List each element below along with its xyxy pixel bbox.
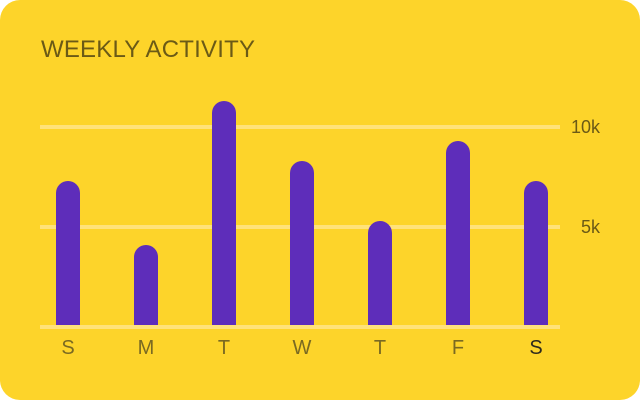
- x-tick-label: T: [374, 337, 386, 359]
- x-tick-label: W: [293, 337, 312, 359]
- x-tick-label: S: [61, 337, 74, 359]
- y-tick-label: 5k: [581, 217, 601, 237]
- bar-2: [212, 101, 236, 339]
- bar-4: [368, 221, 392, 339]
- x-tick-label: M: [138, 337, 155, 359]
- bar-1: [134, 245, 158, 339]
- baseline-mask: [40, 329, 560, 343]
- x-tick-label: F: [452, 337, 464, 359]
- x-tick-label: T: [218, 337, 230, 359]
- bar-5: [446, 141, 470, 339]
- bar-0: [56, 181, 80, 339]
- bar-3: [290, 161, 314, 339]
- bar-6: [524, 181, 548, 339]
- card-title: WEEKLY ACTIVITY: [41, 36, 256, 63]
- x-tick-label: S: [529, 337, 542, 359]
- y-tick-label: 10k: [571, 117, 601, 137]
